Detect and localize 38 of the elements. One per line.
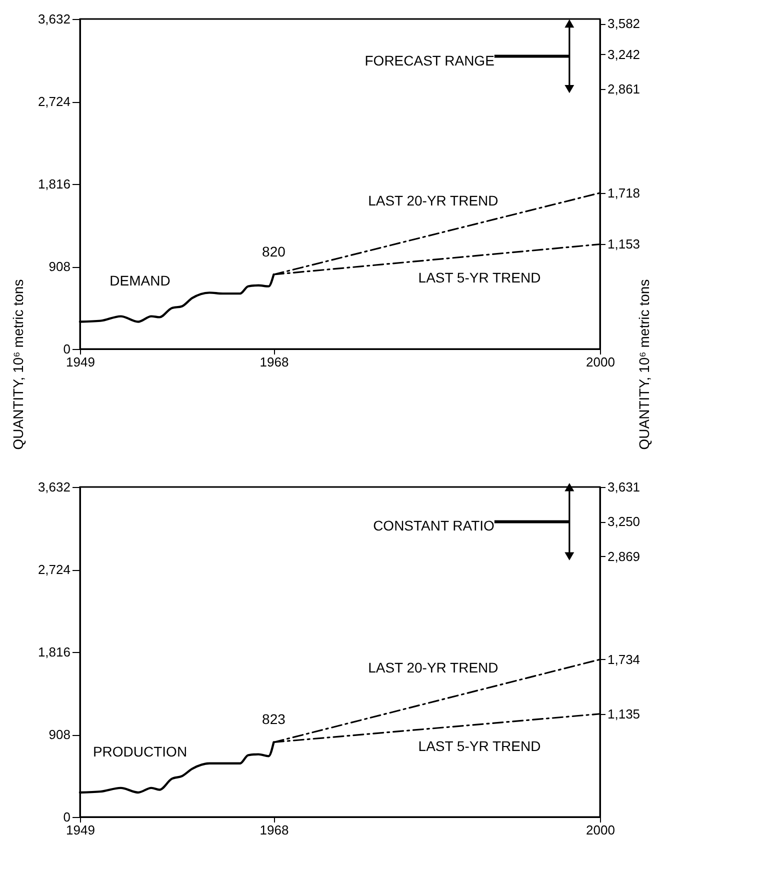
y2-tick-label: 1,153	[608, 236, 640, 252]
y-tick-label: 3,632	[38, 12, 70, 26]
x-tick-label: 1968	[260, 354, 289, 370]
x-tick-label: 1968	[260, 822, 289, 838]
x-tick-label: 2000	[586, 354, 615, 370]
y-tick-label: 908	[48, 727, 70, 742]
y-tick-label: 0	[63, 810, 70, 824]
x-tick-label: 1949	[66, 822, 95, 838]
y-tick-label: 3,632	[38, 480, 70, 494]
y2-tick-label: 2,861	[608, 82, 640, 97]
annotation: 823	[262, 711, 286, 728]
y-tick-label: 2,724	[38, 94, 70, 109]
series-label: DEMAND	[110, 272, 170, 289]
annotation: 820	[262, 243, 286, 260]
x-tick-label: 1949	[66, 354, 95, 370]
y-tick-label: 908	[48, 259, 70, 274]
y2-tick-label: 2,869	[608, 548, 640, 564]
series-label: PRODUCTION	[92, 743, 188, 760]
y2-tick-label: 1,135	[608, 706, 640, 722]
y2-tick-label: 1,734	[608, 652, 640, 667]
text: FORECAST RANGE	[364, 52, 494, 68]
series-label: LAST 5-YR TREND	[418, 269, 541, 286]
y2-tick-label: 1,718	[608, 185, 640, 200]
y-tick-label: 1,816	[38, 176, 70, 192]
y-tick-label: 2,724	[38, 562, 70, 577]
text: CONSTANT RATIO	[373, 518, 495, 534]
y2-tick-label: 3,250	[608, 514, 640, 530]
series-label: LAST 20-YR TREND	[368, 192, 498, 209]
y-tick-label: 0	[63, 342, 70, 356]
y-axis-title: QUANTITY, 10⁶ metric tons	[10, 279, 26, 450]
y2-tick-label: 3,631	[608, 480, 640, 495]
y-tick-label: 1,816	[38, 644, 70, 660]
y2-tick-label: 3,242	[608, 46, 640, 62]
series-label: LAST 5-YR TREND	[418, 738, 541, 754]
series-label: LAST 20-YR TREND	[368, 660, 498, 676]
y2-axis-title: QUANTITY, 10⁶ metric tons	[636, 279, 652, 450]
y2-tick-label: 3,582	[608, 16, 640, 32]
x-tick-label: 2000	[586, 822, 615, 838]
